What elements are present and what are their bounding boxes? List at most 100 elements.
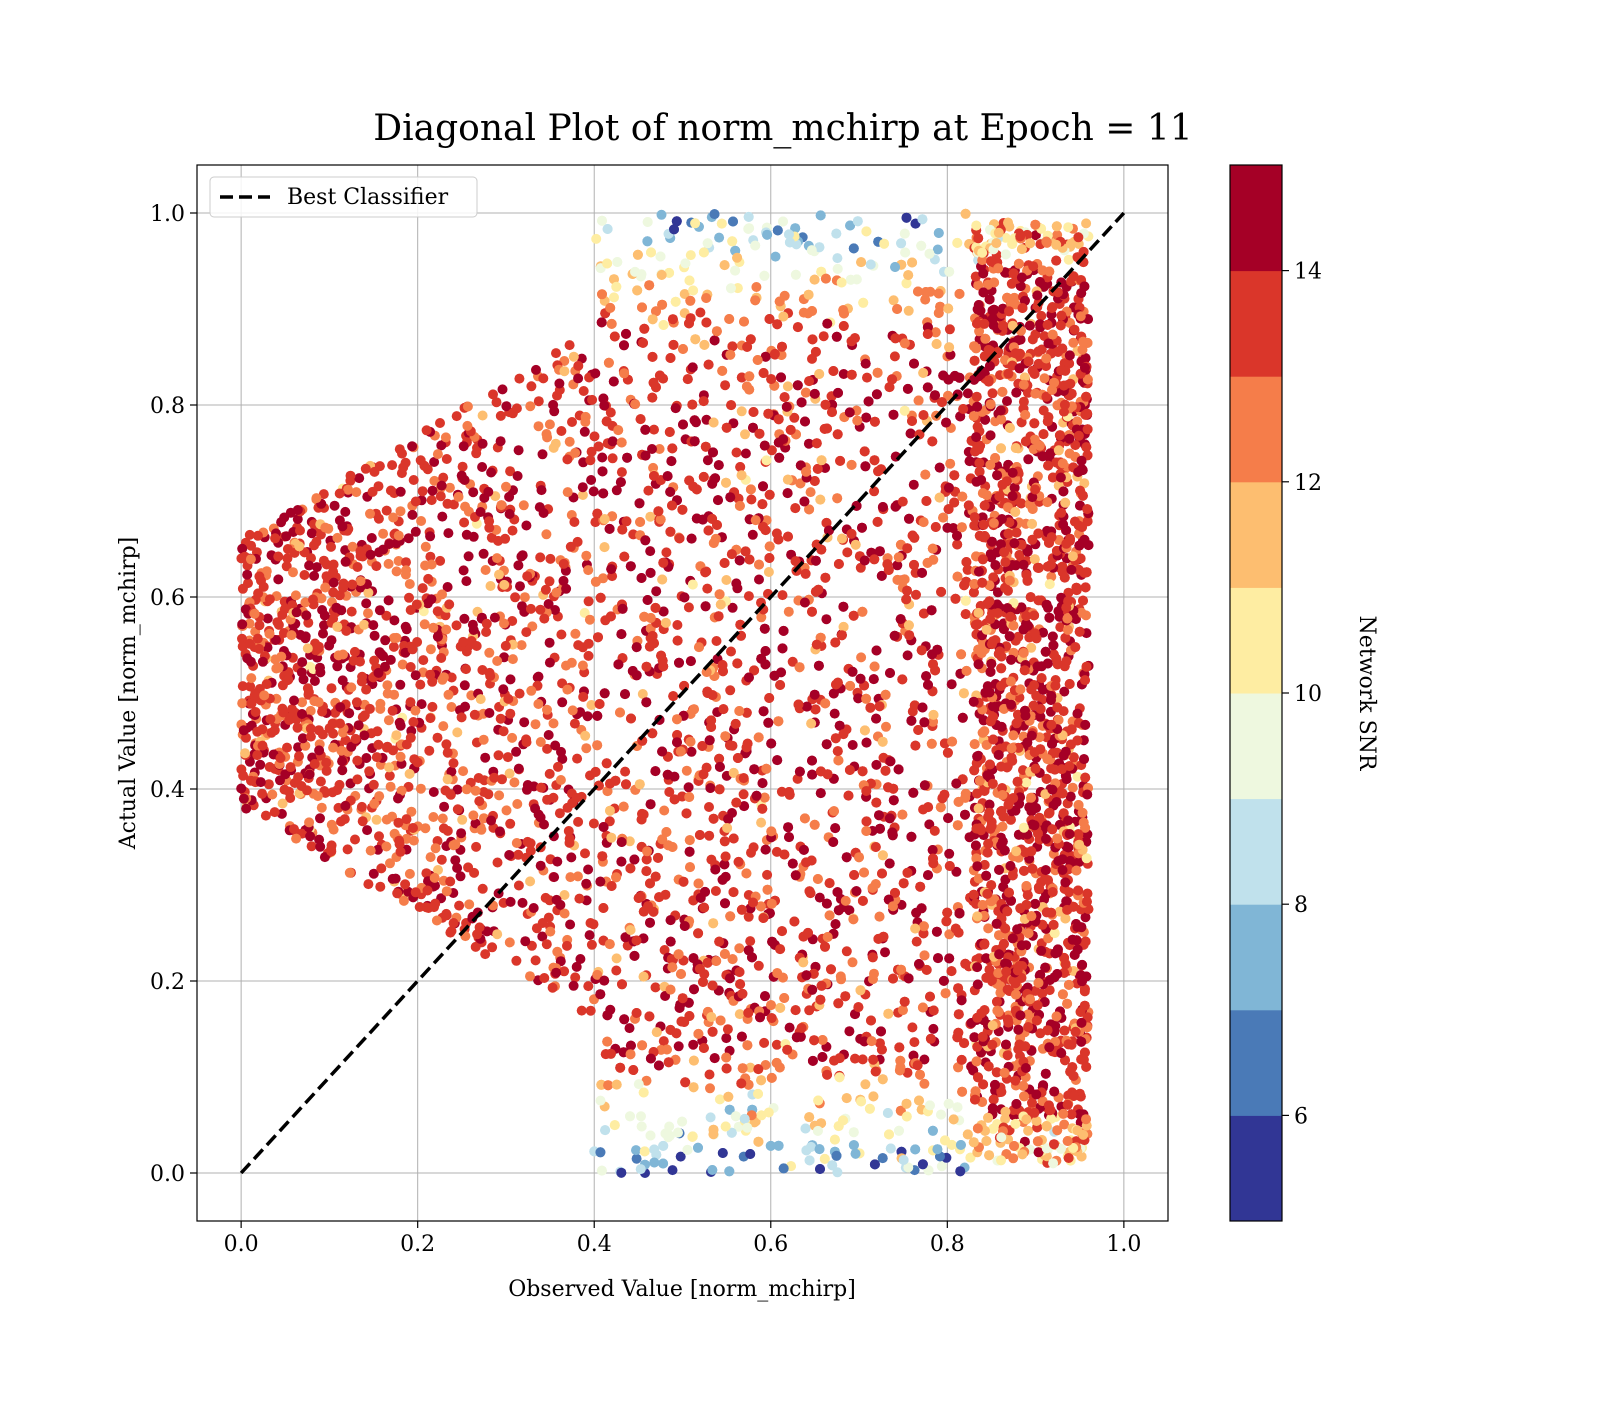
scatter-point [286,762,296,772]
scatter-point [297,657,307,667]
scatter-point [610,332,620,342]
scatter-point [626,714,636,724]
scatter-point [737,905,747,915]
scatter-point [581,743,591,753]
scatter-point [721,1122,731,1132]
scatter-point [522,571,532,581]
scatter-point [592,711,602,721]
scatter-point [637,573,647,583]
scatter-point [619,802,629,812]
scatter-point [844,791,854,801]
scatter-point [505,509,515,519]
scatter-point [584,651,594,661]
scatter-point [770,349,780,359]
scatter-point [499,726,509,736]
scatter-point [523,780,533,790]
scatter-point [744,385,754,395]
scatter-point [755,1012,765,1022]
scatter-point [765,541,775,551]
scatter-point [368,620,378,630]
scatter-point [463,862,473,872]
scatter-point [860,1079,870,1089]
scatter-point [462,784,472,794]
scatter-point [617,438,627,448]
scatter-point [901,594,911,604]
scatter-point [459,614,469,624]
scatter-point [864,396,874,406]
scatter-point [645,878,655,888]
scatter-point [690,415,700,425]
scatter-point [585,930,595,940]
scatter-point [832,332,842,342]
scatter-point [704,802,714,812]
scatter-point [300,570,310,580]
scatter-point [542,939,552,949]
scatter-point [565,920,575,930]
scatter-point [495,826,505,836]
scatter-point [684,792,694,802]
scatter-point [604,358,614,368]
scatter-point [453,804,463,814]
scatter-point [637,809,647,819]
scatter-point [944,342,954,352]
scatter-point [839,309,849,319]
scatter-point [961,789,971,799]
scatter-point [963,388,973,398]
scatter-point [909,480,919,490]
scatter-point [265,714,275,724]
scatter-point [807,607,817,617]
scatter-point [288,567,298,577]
scatter-point [438,814,448,824]
scatter-point [722,423,732,433]
scatter-point [754,732,764,742]
scatter-point [712,520,722,530]
scatter-point [509,777,519,787]
scatter-point [639,972,649,982]
scatter-point [618,604,628,614]
scatter-point [256,777,266,787]
scatter-point [257,789,267,799]
scatter-point [445,928,455,938]
scatter-point [832,493,842,503]
scatter-point [712,636,722,646]
scatter-point [950,371,960,381]
scatter-point [759,1038,769,1048]
scatter-point [868,1055,878,1065]
scatter-point [364,766,374,776]
scatter-point [633,250,643,260]
scatter-point [578,661,588,671]
scatter-point [921,671,931,681]
scatter-point [314,697,324,707]
scatter-point [329,825,339,835]
scatter-point [957,1055,967,1065]
scatter-point [801,388,811,398]
scatter-point [317,707,327,717]
scatter-point [605,939,615,949]
scatter-point [949,1114,959,1124]
scatter-point [707,1165,717,1175]
scatter-point [900,406,910,416]
scatter-point [492,553,502,563]
scatter-point [934,228,944,238]
scatter-point [498,684,508,694]
scatter-point [952,1032,962,1042]
scatter-point [763,885,773,895]
scatter-point [545,576,555,586]
scatter-point [292,607,302,617]
scatter-point [899,878,909,888]
scatter-point [721,852,731,862]
scatter-point [545,638,555,648]
scatter-point [441,909,451,919]
scatter-point [798,957,808,967]
scatter-point [297,667,307,677]
scatter-point [602,416,612,426]
scatter-point [646,613,656,623]
scatter-point [574,894,584,904]
scatter-point [711,886,721,896]
scatter-point [801,857,811,867]
scatter-point [828,837,838,847]
scatter-point [631,1145,641,1155]
scatter-point [484,648,494,658]
scatter-point [888,974,898,984]
scatter-point [622,453,632,463]
